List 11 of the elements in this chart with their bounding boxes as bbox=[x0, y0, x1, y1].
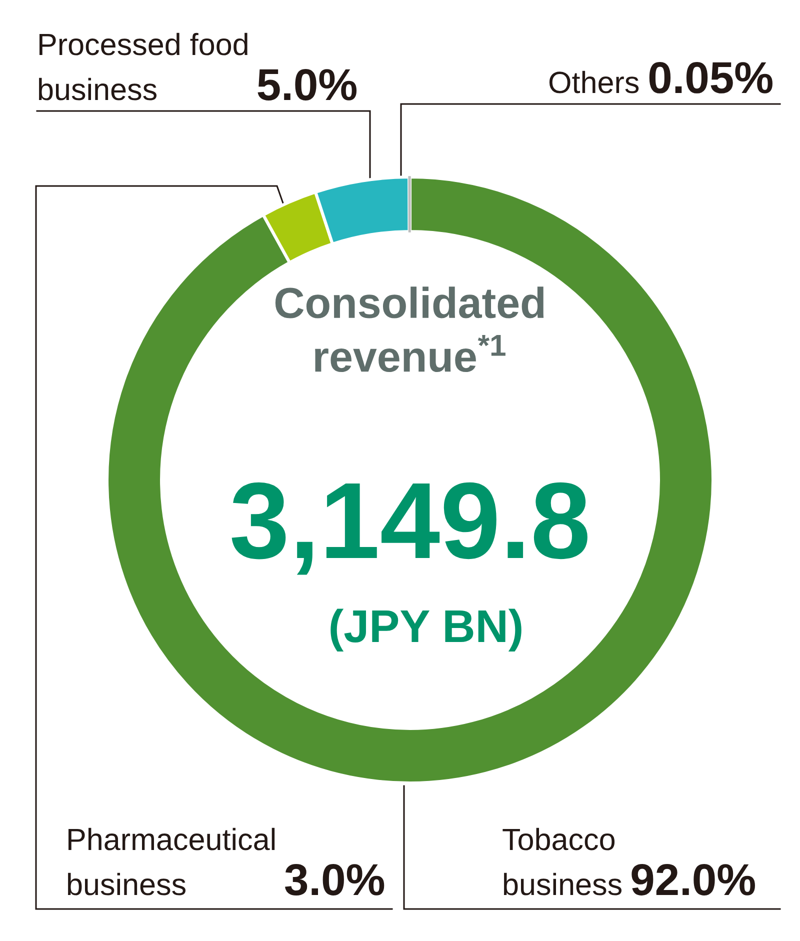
slice-label: Processed food business bbox=[38, 32, 248, 100]
data-label: 3.0% bbox=[285, 864, 384, 896]
text: Consolidated revenue$^{*1}$ bbox=[275, 286, 544, 372]
slice-label: Others bbox=[549, 70, 639, 94]
data-label: 5.0% bbox=[258, 68, 357, 100]
text: 3,149.8 bbox=[232, 482, 588, 575]
slice-label: Pharmaceutical business bbox=[68, 828, 275, 896]
slice-label: Tobacco business bbox=[502, 828, 622, 896]
data-label: 92.0% bbox=[632, 864, 755, 896]
text: (JPY BN) bbox=[330, 608, 522, 652]
data-label: 0.05% bbox=[649, 62, 772, 94]
